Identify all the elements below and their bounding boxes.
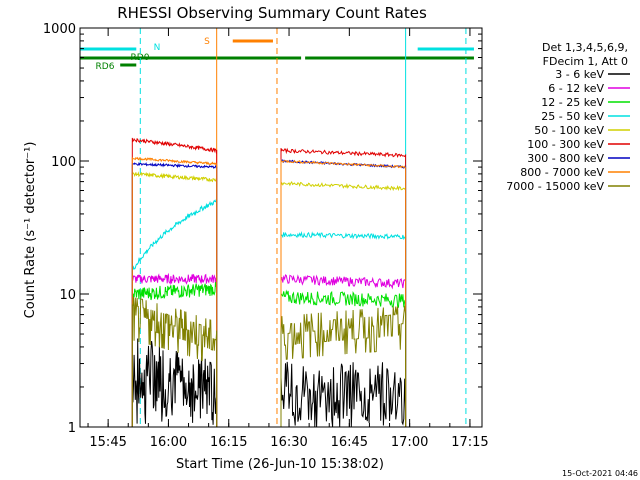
chart-title: RHESSI Observing Summary Count Rates [117, 4, 427, 22]
series-line [131, 297, 407, 428]
flag-label: N [154, 43, 161, 53]
flag-label: RD6 [96, 62, 115, 72]
x-tick-label: 16:30 [270, 435, 307, 450]
legend-label: 7000 - 15000 keV [506, 180, 604, 193]
y-tick-label: 1 [68, 421, 76, 436]
axis-layer: 15:45 16:00 16:15 16:30 16:45 17:00 17:15 1 10 10… [43, 22, 489, 450]
legend: Det 1,3,4,5,6,9, FDecim 1, Att 0 3 - 6 k… [506, 41, 630, 193]
x-tick-label: 17:15 [451, 435, 488, 450]
legend-header-line-2: FDecim 1, Att 0 [543, 55, 628, 68]
series-layer [131, 137, 407, 428]
y-axis-label: Count Rate (s⁻¹ detector⁻¹) [23, 142, 38, 319]
footer-timestamp: 15-Oct-2021 04:46 [562, 469, 638, 478]
plot-frame [79, 27, 483, 428]
y-tick-label: 1000 [43, 22, 76, 37]
legend-header-line-1: Det 1,3,4,5,6,9, [542, 41, 628, 54]
series-line [131, 282, 407, 428]
legend-label: 300 - 800 keV [527, 152, 604, 165]
legend-label: 6 - 12 keV [548, 82, 604, 95]
x-axis-label: Start Time (26-Jun-10 15:38:02) [176, 457, 384, 472]
x-tick-label: 16:00 [150, 435, 187, 450]
legend-label: 25 - 50 keV [541, 110, 604, 123]
y-tick-label: 100 [51, 155, 76, 170]
legend-label: 3 - 6 keV [555, 68, 604, 81]
y-tick-label: 10 [59, 288, 76, 303]
legend-label: 50 - 100 keV [534, 124, 604, 137]
series-line [131, 272, 407, 428]
legend-label: 800 - 7000 keV [520, 166, 604, 179]
legend-label: 100 - 300 keV [527, 138, 604, 151]
x-tick-label: 16:15 [210, 435, 247, 450]
x-tick-label: 16:45 [331, 435, 368, 450]
x-tick-label: 15:45 [89, 435, 126, 450]
x-tick-label: 17:00 [391, 435, 428, 450]
series-line [131, 338, 407, 428]
flag-label: S [204, 37, 210, 47]
legend-label: 12 - 25 keV [541, 96, 604, 109]
